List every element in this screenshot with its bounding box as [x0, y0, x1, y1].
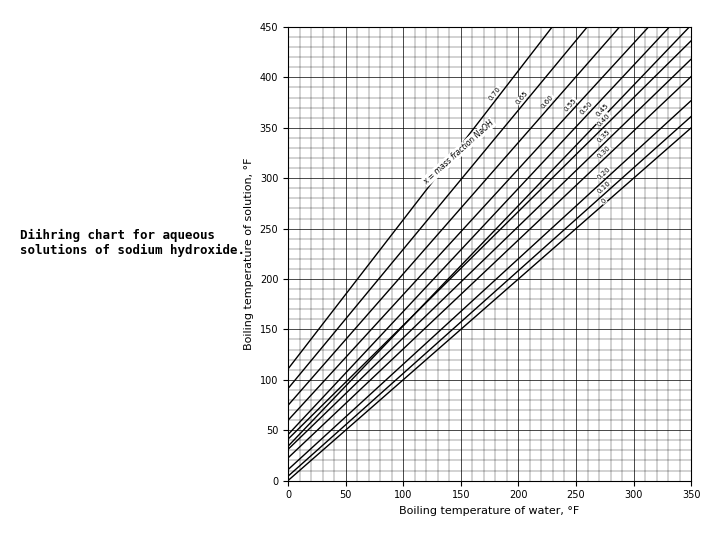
Text: 0.50: 0.50	[579, 100, 594, 116]
Text: 0.30: 0.30	[595, 144, 611, 159]
Text: 0.60: 0.60	[540, 93, 555, 109]
Text: 0.70: 0.70	[487, 85, 502, 102]
Text: 0.40: 0.40	[596, 112, 611, 127]
Text: 0.65: 0.65	[515, 90, 529, 106]
Text: 0.20: 0.20	[595, 166, 611, 181]
Text: 0.45: 0.45	[595, 103, 610, 118]
Text: 0: 0	[600, 197, 607, 205]
Text: 0.10: 0.10	[595, 180, 611, 194]
Text: 0.55: 0.55	[563, 97, 577, 112]
X-axis label: Boiling temperature of water, °F: Boiling temperature of water, °F	[400, 506, 580, 516]
Text: 0.35: 0.35	[596, 129, 611, 144]
Text: Diihring chart for aqueous
solutions of sodium hydroxide.: Diihring chart for aqueous solutions of …	[20, 229, 245, 257]
Y-axis label: Boiling temperature of solution, °F: Boiling temperature of solution, °F	[244, 158, 254, 350]
Text: x = mass fraction NaOH: x = mass fraction NaOH	[421, 118, 495, 186]
